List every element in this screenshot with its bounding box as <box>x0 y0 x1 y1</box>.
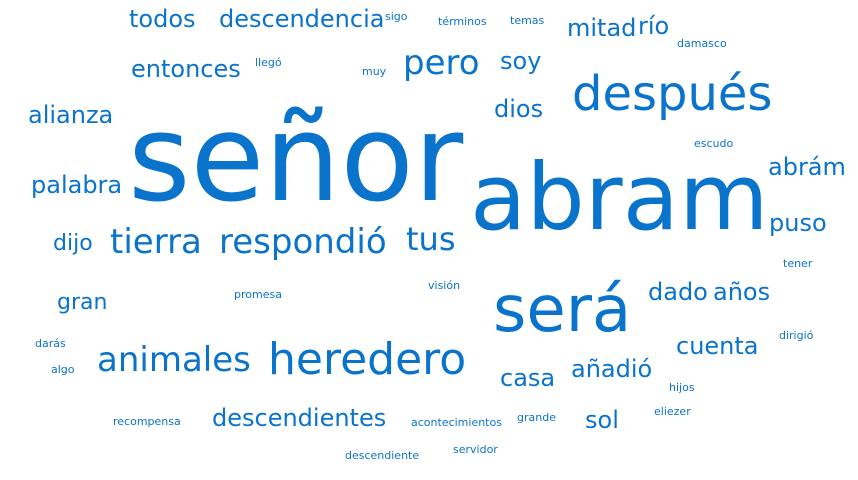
word-38: promesa <box>234 288 282 301</box>
word-48: descendiente <box>345 449 420 462</box>
word-14: palabra <box>31 171 123 199</box>
word-35: muy <box>362 65 387 78</box>
word-3: después <box>572 66 773 122</box>
word-8: pero <box>403 43 480 83</box>
word-23: gran <box>57 290 108 315</box>
word-34: llegó <box>255 56 282 69</box>
word-10: descendientes <box>212 404 387 432</box>
word-28: añadió <box>571 355 653 383</box>
word-1: abram <box>470 144 769 251</box>
word-4: heredero <box>268 334 467 385</box>
word-2: será <box>493 273 632 347</box>
word-39: visión <box>428 279 461 292</box>
word-20: abrám <box>768 153 846 181</box>
word-15: todos <box>129 5 196 33</box>
word-32: temas <box>510 14 545 27</box>
word-13: alianza <box>28 101 114 129</box>
word-33: damasco <box>677 37 727 50</box>
word-24: dado <box>648 278 708 306</box>
word-29: sol <box>585 406 619 434</box>
word-36: escudo <box>694 137 734 150</box>
word-30: sigo <box>385 10 408 23</box>
word-12: entonces <box>131 55 241 83</box>
word-5: animales <box>97 340 251 380</box>
word-21: puso <box>769 209 827 237</box>
word-16: mitad <box>567 14 637 42</box>
word-47: grande <box>517 411 556 424</box>
word-41: darás <box>35 337 66 350</box>
word-46: acontecimientos <box>411 416 502 429</box>
word-25: años <box>713 278 771 306</box>
word-37: tener <box>783 257 813 270</box>
word-0: señor <box>128 90 464 229</box>
word-45: recompensa <box>113 415 181 428</box>
word-7: tierra <box>110 222 202 262</box>
word-49: servidor <box>453 443 498 456</box>
word-11: descendencia <box>219 5 385 33</box>
word-19: dios <box>494 95 544 123</box>
word-6: respondió <box>219 222 387 262</box>
word-26: cuenta <box>676 332 759 360</box>
word-17: río <box>638 12 670 40</box>
word-40: dirigió <box>779 329 814 342</box>
word-44: eliezer <box>654 405 691 418</box>
word-42: algo <box>51 363 75 376</box>
word-9: tus <box>406 220 456 258</box>
word-27: casa <box>500 364 556 392</box>
word-43: hijos <box>669 381 695 394</box>
word-22: dijo <box>53 231 93 256</box>
word-31: términos <box>438 15 487 28</box>
word-18: soy <box>500 47 542 75</box>
